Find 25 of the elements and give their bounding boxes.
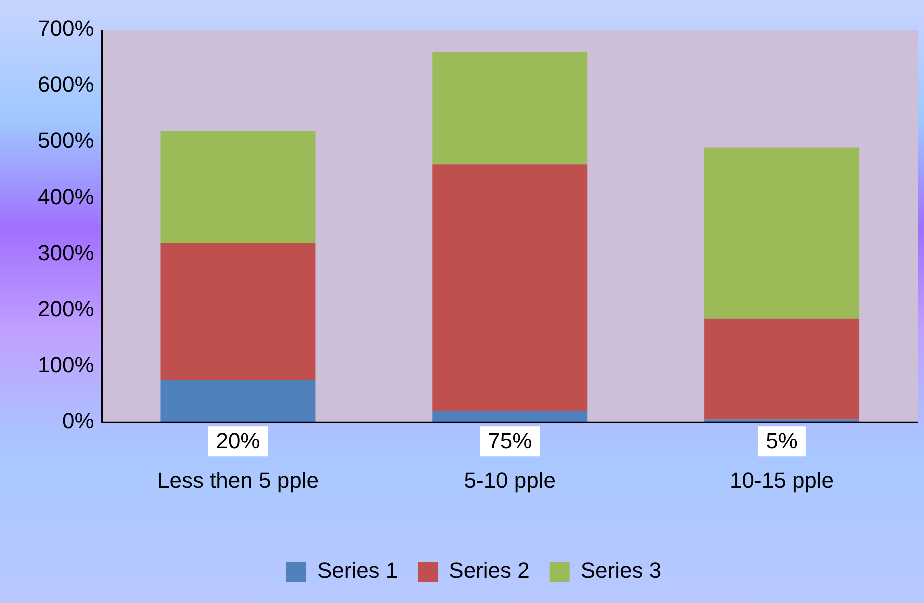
bar: [160, 130, 316, 244]
y-tick-label: 400%: [38, 184, 94, 210]
bar: [160, 380, 316, 423]
bar: [704, 318, 860, 420]
bar: [160, 243, 316, 381]
y-tick-label: 100%: [38, 352, 94, 378]
y-tick-label: 300%: [38, 240, 94, 266]
bar: [432, 52, 588, 165]
legend-label: Series 2: [449, 558, 530, 584]
text: 5%: [766, 428, 798, 454]
bar: [432, 164, 588, 412]
y-tick-label: 500%: [38, 128, 94, 154]
x-tick-label: Less then 5 pple: [157, 468, 319, 493]
bar: [432, 411, 588, 423]
y-tick-label: 0%: [62, 408, 94, 434]
y-tick-label: 200%: [38, 296, 94, 322]
x-tick-label: 5-10 pple: [464, 468, 556, 493]
text: 20%: [216, 428, 260, 454]
y-tick-label: 600%: [38, 72, 94, 98]
bar: [704, 148, 860, 319]
legend-label: Series 3: [580, 558, 662, 584]
x-tick-label: 10-15 pple: [730, 468, 834, 493]
legend-label: Series 1: [317, 558, 398, 584]
y-tick-label: 700%: [38, 16, 94, 42]
text: 75%: [488, 428, 532, 454]
